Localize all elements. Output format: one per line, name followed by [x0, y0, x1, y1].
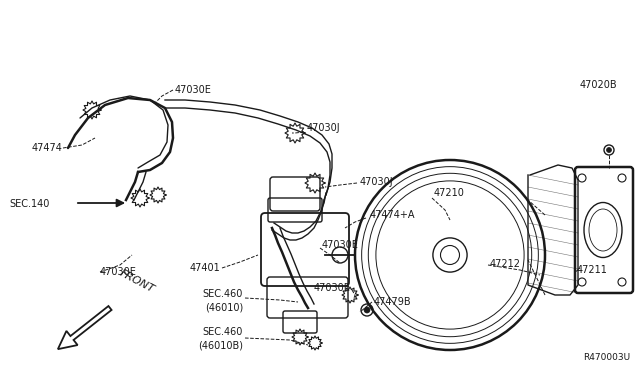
Text: 47020B: 47020B: [580, 80, 618, 90]
Text: 47211: 47211: [577, 265, 608, 275]
Text: 47030J: 47030J: [360, 177, 394, 187]
Text: 47030E: 47030E: [313, 283, 350, 293]
Text: SEC.460: SEC.460: [203, 327, 243, 337]
Text: 47474: 47474: [31, 143, 62, 153]
Text: FRONT: FRONT: [118, 268, 156, 295]
Text: 47401: 47401: [189, 263, 220, 273]
Circle shape: [607, 148, 611, 153]
Text: 47030J: 47030J: [307, 123, 340, 133]
Text: 47212: 47212: [490, 259, 521, 269]
Text: SEC.140: SEC.140: [10, 199, 50, 209]
Text: 47210: 47210: [434, 188, 465, 198]
Text: R470003U: R470003U: [583, 353, 630, 362]
Circle shape: [364, 307, 370, 313]
Text: 47474+A: 47474+A: [370, 210, 415, 220]
Text: 47030E: 47030E: [175, 85, 212, 95]
Text: 47030E: 47030E: [322, 240, 359, 250]
Text: 47030E: 47030E: [100, 267, 137, 277]
Text: (46010): (46010): [205, 302, 243, 312]
Text: 47479B: 47479B: [374, 297, 412, 307]
Text: (46010B): (46010B): [198, 340, 243, 350]
Text: SEC.460: SEC.460: [203, 289, 243, 299]
